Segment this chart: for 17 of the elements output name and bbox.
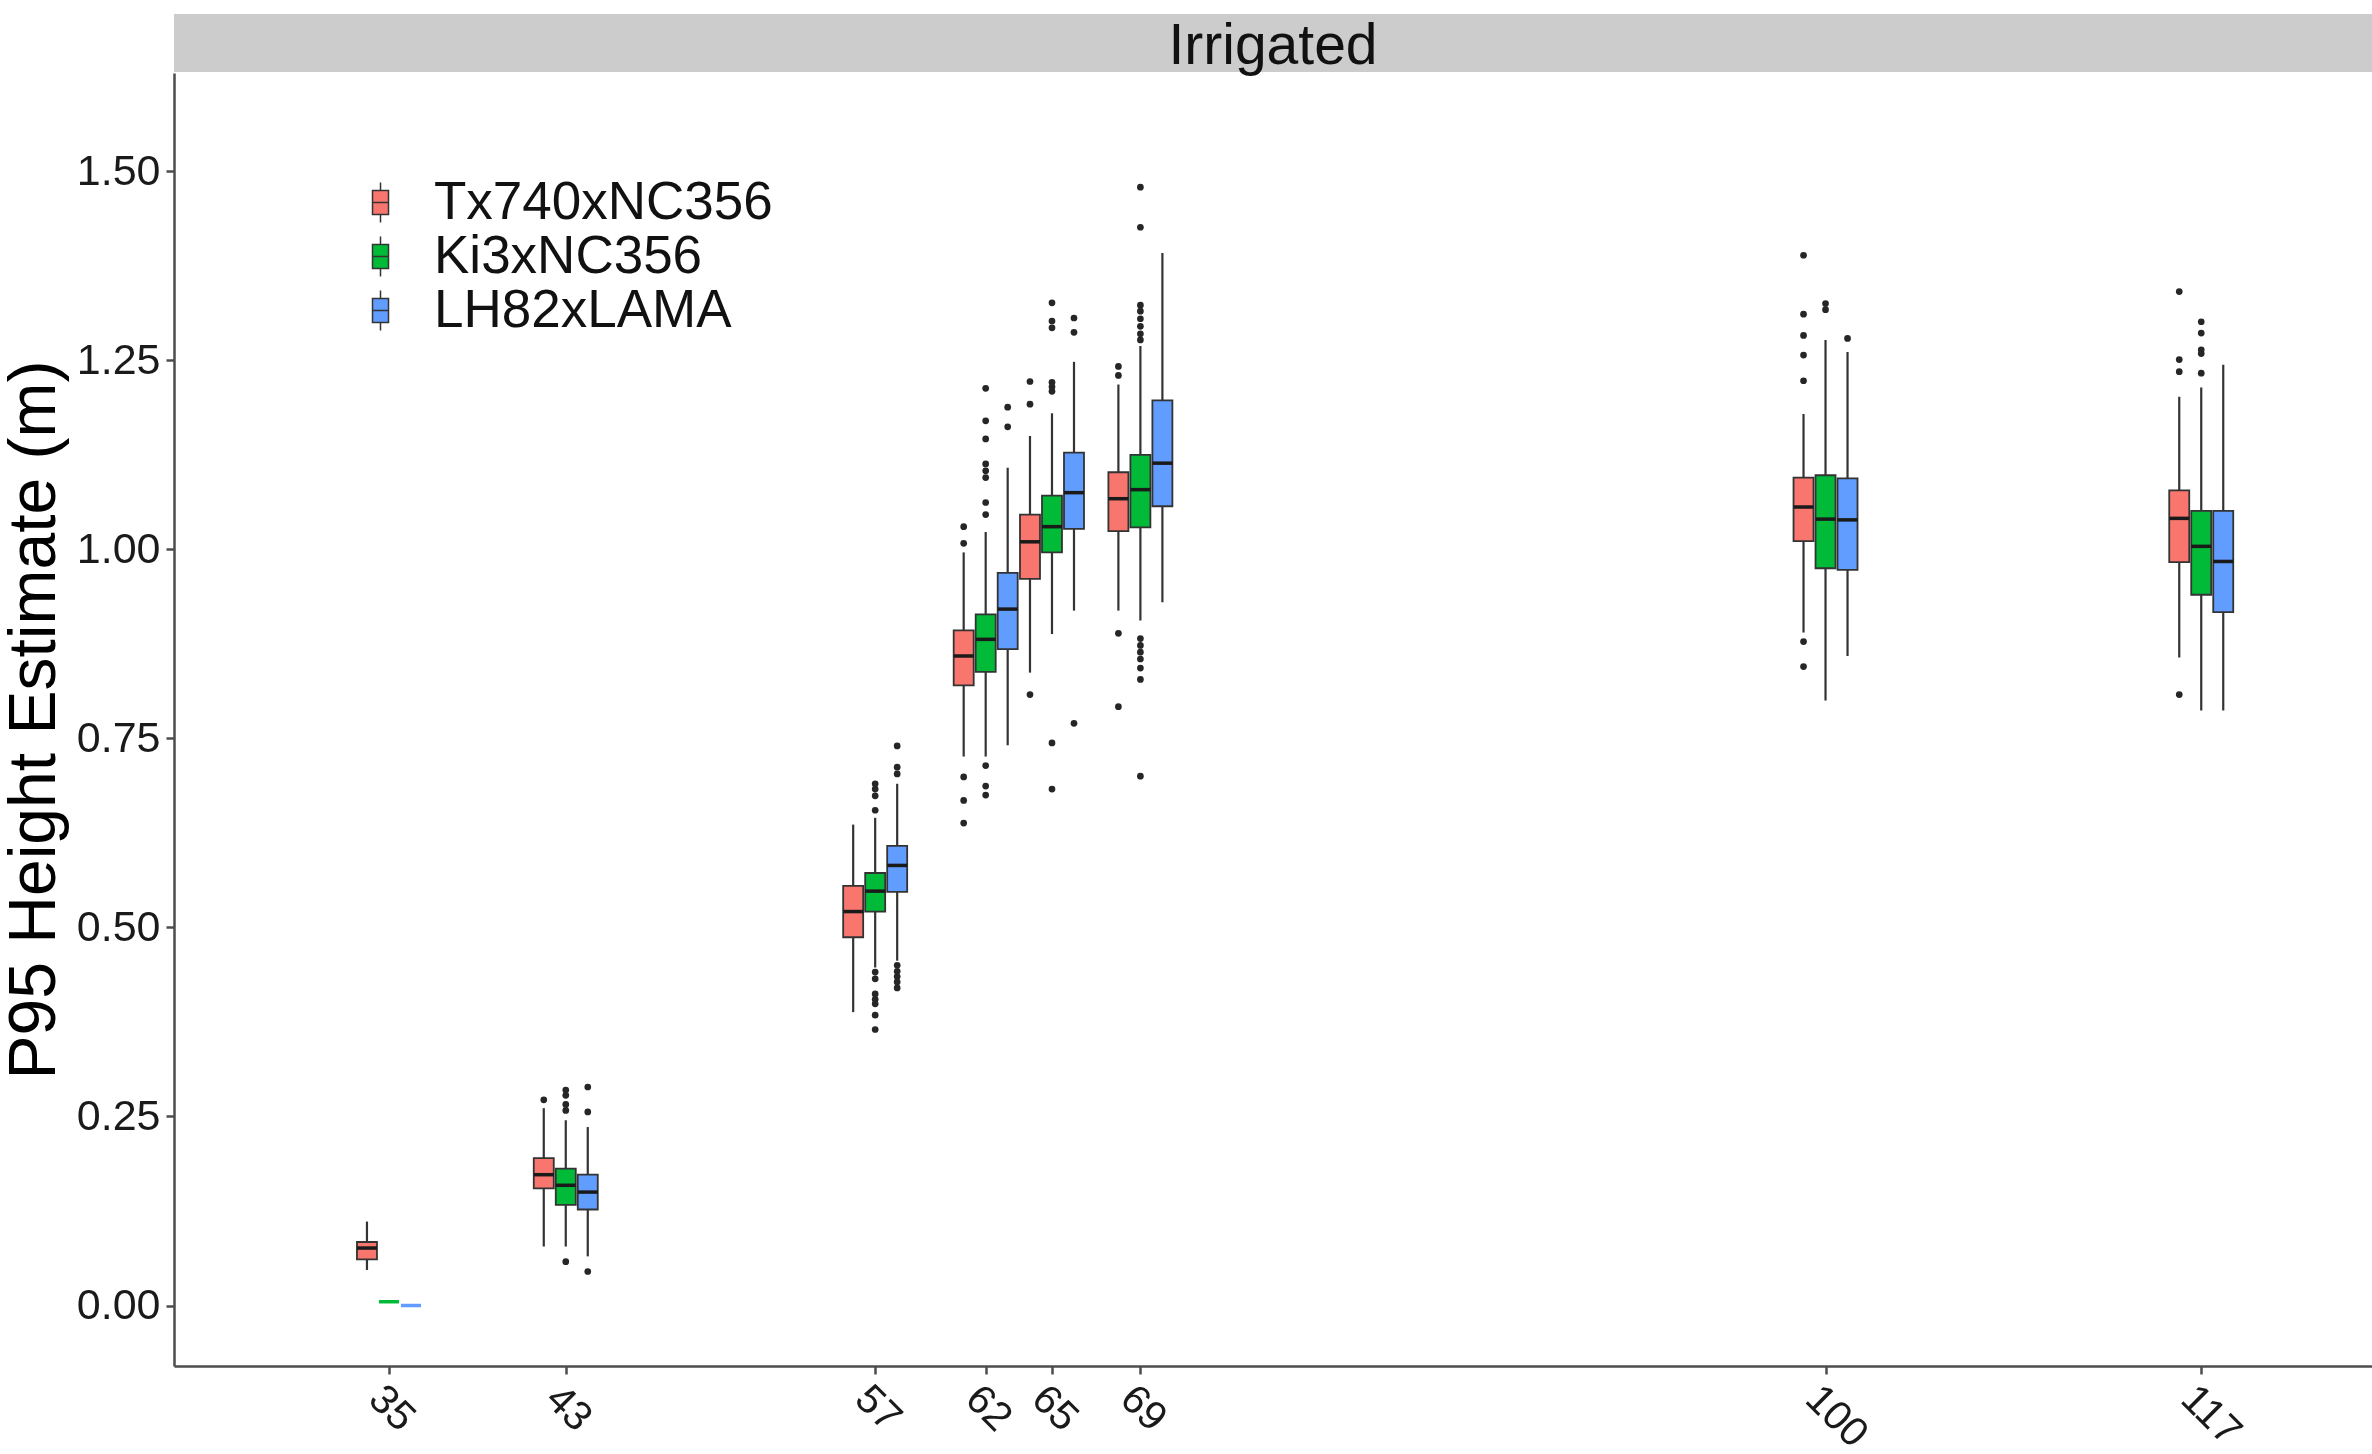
- x-tick-label: 57: [846, 1374, 912, 1440]
- y-tick-label: 0.75: [76, 712, 161, 761]
- y-axis-title: P95 Height Estimate (m): [0, 360, 69, 1080]
- y-tick-label: 1.25: [76, 334, 161, 383]
- y-tick-label: 0.00: [76, 1280, 161, 1329]
- y-tick-label: 0.50: [76, 901, 161, 950]
- x-tick-label: 62: [957, 1374, 1022, 1440]
- chart-title: Irrigated: [1167, 12, 1379, 76]
- x-tick-label: 117: [2172, 1374, 2252, 1454]
- x-tick-label: 69: [1111, 1374, 1177, 1440]
- y-tick-label: 1.00: [76, 523, 161, 572]
- x-tick-label: 65: [1023, 1374, 1089, 1440]
- x-tick-label: 100: [1797, 1374, 1878, 1454]
- y-tick-label: 0.25: [76, 1090, 161, 1139]
- x-tick-label: 43: [537, 1374, 603, 1440]
- y-tick-label: 1.50: [76, 145, 161, 194]
- x-tick-label: 35: [360, 1374, 426, 1440]
